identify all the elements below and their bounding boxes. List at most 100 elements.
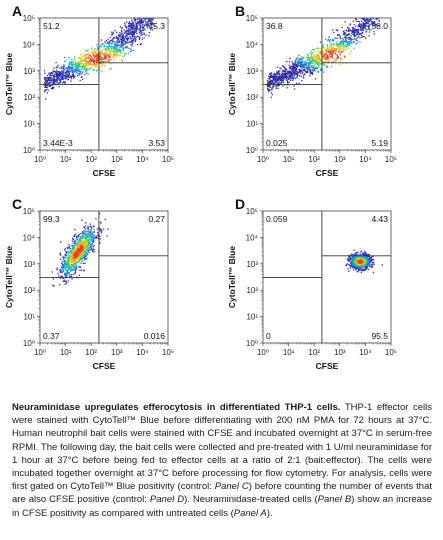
event-point	[151, 29, 154, 31]
event-point	[77, 245, 79, 248]
event-point	[69, 266, 72, 268]
event-point	[134, 21, 136, 23]
event-point	[127, 52, 130, 54]
event-point	[73, 273, 75, 275]
event-point	[62, 270, 64, 273]
event-point	[373, 21, 375, 23]
event-point	[358, 23, 361, 25]
event-point	[65, 76, 68, 79]
event-point	[107, 38, 109, 40]
event-point	[90, 57, 92, 59]
event-point	[82, 235, 84, 237]
event-point	[372, 15, 373, 16]
scatter-points	[345, 249, 383, 274]
event-point	[62, 264, 64, 267]
event-point	[68, 268, 71, 270]
event-point	[271, 89, 273, 91]
event-point	[326, 49, 328, 52]
event-point	[349, 23, 351, 25]
event-point	[134, 18, 136, 20]
event-point	[112, 56, 114, 58]
event-point	[69, 247, 71, 250]
event-point	[377, 9, 378, 10]
event-point	[272, 79, 274, 82]
y-tick-label: 10²	[23, 286, 35, 295]
event-point	[365, 19, 367, 21]
event-point	[106, 52, 108, 55]
event-point	[316, 68, 318, 70]
event-point	[353, 41, 355, 43]
event-point	[154, 10, 155, 11]
event-point	[70, 65, 72, 67]
event-point	[74, 252, 76, 254]
event-point	[362, 23, 364, 26]
event-point	[356, 30, 358, 32]
event-point	[62, 68, 65, 70]
event-point	[74, 65, 76, 67]
event-point	[312, 49, 314, 51]
event-point	[113, 36, 115, 39]
event-point	[326, 54, 328, 56]
event-point	[371, 16, 372, 17]
event-point	[355, 266, 357, 268]
event-point	[56, 79, 58, 82]
quadrant-top-left-value: 36.8	[266, 21, 283, 31]
quadrant-top-left-value: 51.2	[43, 21, 60, 31]
event-point	[327, 50, 330, 53]
event-point	[373, 1, 374, 2]
event-point	[78, 254, 80, 256]
event-point	[82, 251, 85, 254]
event-point	[85, 252, 87, 255]
event-point	[48, 79, 50, 81]
event-point	[89, 59, 92, 61]
event-point	[97, 49, 99, 52]
event-point	[80, 269, 83, 271]
event-point	[141, 21, 143, 23]
event-point	[76, 238, 78, 240]
event-point	[127, 25, 130, 28]
event-point	[69, 75, 72, 77]
event-point	[88, 54, 90, 56]
event-point	[79, 242, 82, 244]
event-point	[96, 46, 99, 48]
event-point	[83, 255, 86, 257]
event-point	[369, 259, 371, 261]
event-point	[364, 253, 367, 255]
event-point	[77, 249, 80, 251]
event-point	[372, 271, 375, 274]
event-point	[91, 51, 93, 54]
event-point	[296, 72, 298, 74]
event-point	[345, 34, 348, 36]
event-point	[135, 23, 137, 25]
event-point	[375, 11, 376, 12]
event-point	[76, 63, 78, 65]
event-point	[87, 234, 89, 237]
y-tick-label: 10³	[246, 260, 258, 269]
event-point	[278, 74, 280, 76]
event-point	[375, 2, 376, 3]
event-point	[362, 27, 365, 29]
event-point	[109, 68, 111, 70]
event-point	[295, 66, 297, 68]
event-point	[71, 256, 73, 259]
event-point	[372, 10, 373, 11]
event-point	[376, 12, 377, 13]
event-point	[124, 36, 127, 38]
event-point	[295, 71, 297, 73]
event-point	[68, 62, 71, 64]
event-point	[292, 67, 294, 70]
event-point	[119, 49, 122, 51]
event-point	[84, 225, 87, 227]
event-point	[83, 227, 86, 229]
event-point	[316, 54, 319, 56]
event-point	[87, 62, 89, 64]
event-point	[64, 248, 66, 250]
event-point	[70, 275, 72, 277]
event-point	[129, 25, 131, 27]
event-point	[83, 64, 86, 67]
event-point	[363, 27, 365, 29]
event-point	[299, 63, 301, 66]
event-point	[364, 19, 366, 22]
event-point	[119, 34, 121, 36]
event-point	[46, 81, 48, 83]
